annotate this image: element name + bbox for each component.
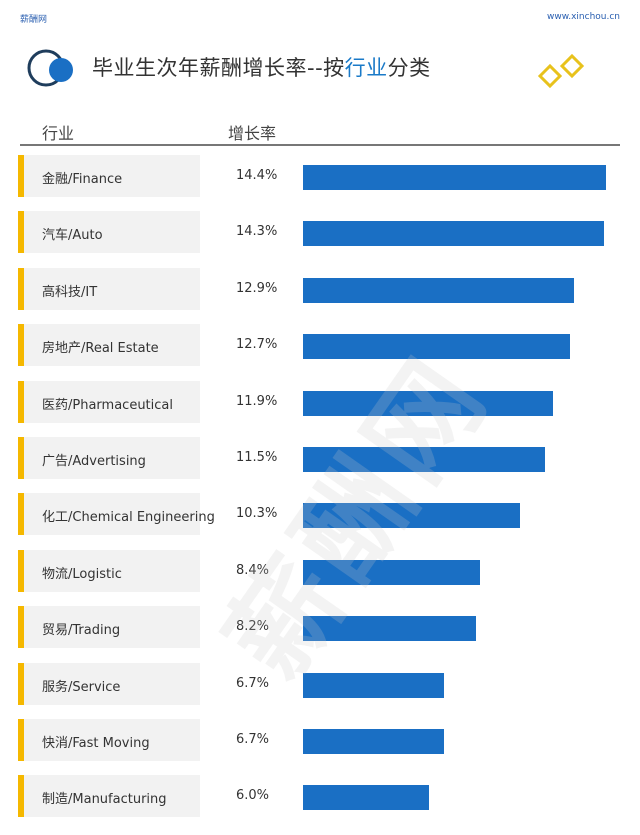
value-label: 11.9% <box>236 393 278 409</box>
title-text-end: 分类 <box>387 56 431 80</box>
bar-row: 化工/Chemical Engineering 10.3% <box>18 493 618 536</box>
column-header-growth: 增长率 <box>228 124 277 143</box>
bar <box>303 559 480 585</box>
bar-row: 高科技/IT 12.9% <box>18 267 618 310</box>
bar <box>303 503 520 529</box>
category-label: 高科技/IT <box>42 284 98 300</box>
value-label: 6.7% <box>236 732 270 747</box>
bar-row: 医药/Pharmaceutical 11.9% <box>18 380 618 423</box>
category-label-box: 快消/Fast Moving <box>18 719 200 761</box>
row-marker <box>18 211 24 254</box>
category-label: 房地产/Real Estate <box>42 341 159 357</box>
bar-row: 广告/Advertising 11.5% <box>18 437 618 479</box>
bar <box>303 334 571 360</box>
row-marker <box>18 437 24 479</box>
value-label: 6.7% <box>236 675 270 691</box>
row-marker <box>18 549 24 592</box>
bar-row: 房地产/Real Estate 12.7% <box>18 324 618 367</box>
category-label: 广告/Advertising <box>42 454 146 469</box>
bar <box>303 616 476 642</box>
value-label: 8.4% <box>236 562 270 578</box>
row-marker <box>18 606 24 649</box>
site-url: www.xinchou.cn <box>546 12 620 22</box>
row-marker <box>18 324 24 367</box>
brand-logo-text: 薪酬网 <box>20 15 48 25</box>
value-label: 10.3% <box>236 506 278 522</box>
value-label: 12.7% <box>236 337 278 353</box>
category-label: 快消/Fast Moving <box>42 736 150 751</box>
category-label-box: 医药/Pharmaceutical <box>18 380 200 423</box>
bar-row: 制造/Manufacturing 6.0% <box>18 775 618 818</box>
row-marker <box>18 719 24 761</box>
category-label: 贸易/Trading <box>42 623 121 639</box>
bar-row: 贸易/Trading 8.2% <box>18 606 618 649</box>
category-label-box: 制造/Manufacturing <box>18 775 200 818</box>
row-marker <box>18 662 24 705</box>
bar <box>303 165 606 190</box>
row-marker <box>18 493 24 536</box>
bar-row: 汽车/Auto 14.3% <box>18 211 618 254</box>
row-marker <box>18 380 24 423</box>
bar <box>303 390 554 416</box>
category-label: 制造/Manufacturing <box>42 792 167 808</box>
value-label: 6.0% <box>236 788 270 804</box>
row-marker <box>18 775 24 818</box>
category-label: 化工/Chemical Engineering <box>42 510 215 526</box>
category-label-box: 广告/Advertising <box>18 437 200 479</box>
category-label-box: 贸易/Trading <box>18 606 200 649</box>
bar <box>303 785 430 811</box>
bar-row: 金融/Finance 14.4% <box>18 155 618 197</box>
column-header-industry: 行业 <box>42 124 75 143</box>
bar <box>303 672 444 698</box>
bar-row: 快消/Fast Moving 6.7% <box>18 719 618 761</box>
category-label-box: 汽车/Auto <box>18 211 200 254</box>
bar-row: 物流/Logistic 8.4% <box>18 549 618 592</box>
category-label: 金融/Finance <box>42 172 123 187</box>
category-label: 医药/Pharmaceutical <box>42 397 173 413</box>
bar-row: 服务/Service 6.7% <box>18 662 618 705</box>
value-label: 12.9% <box>236 280 278 296</box>
bar <box>303 277 575 303</box>
bar <box>303 729 444 754</box>
category-label-box: 服务/Service <box>18 662 200 705</box>
category-label-box: 金融/Finance <box>18 155 200 197</box>
bar <box>303 447 545 472</box>
bar <box>303 221 604 247</box>
category-label: 物流/Logistic <box>42 566 122 582</box>
header-divider <box>20 144 620 146</box>
category-label-box: 高科技/IT <box>18 267 200 310</box>
value-label: 8.2% <box>236 619 270 635</box>
circle-logo-icon <box>27 49 73 87</box>
category-label-box: 房地产/Real Estate <box>18 324 200 367</box>
page-title: 毕业生次年薪酬增长率--按行业分类 <box>92 52 431 82</box>
title-highlight: 行业 <box>344 56 388 80</box>
category-label: 服务/Service <box>42 679 121 695</box>
row-marker <box>18 155 24 197</box>
row-marker <box>18 267 24 310</box>
category-label-box: 物流/Logistic <box>18 549 200 592</box>
value-label: 14.3% <box>236 224 278 240</box>
value-label: 14.4% <box>236 168 278 183</box>
title-text: 毕业生次年薪酬增长率--按 <box>92 56 345 80</box>
category-label-box: 化工/Chemical Engineering <box>18 493 215 536</box>
diamond-decoration-icon <box>537 53 585 89</box>
value-label: 11.5% <box>236 450 278 465</box>
category-label: 汽车/Auto <box>42 228 103 244</box>
